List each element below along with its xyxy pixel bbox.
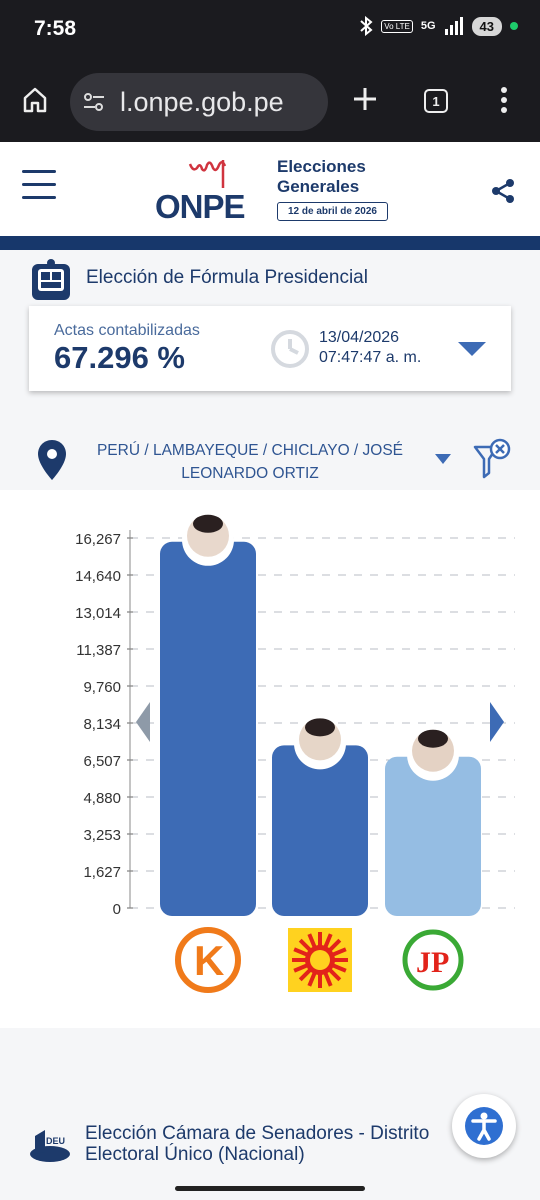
status-icons: Vo LTE 5G 43 <box>359 16 518 36</box>
results-chart: 16,267 14,640 13,014 11,387 9,760 8,134 6,507 4… <box>0 490 540 1028</box>
sun-ray <box>332 947 347 957</box>
home-indicator[interactable] <box>175 1186 365 1191</box>
actas-label: Actas contabilizadas <box>54 322 200 339</box>
sun-ray <box>298 968 312 982</box>
election-date-badge: 12 de abril de 2026 <box>277 202 388 221</box>
y-tick-label: 6,507 <box>83 753 121 770</box>
header-stripe <box>0 236 540 250</box>
status-bar: 7:58 Vo LTE 5G 43 <box>0 0 540 62</box>
senate-badge-label: DEU <box>46 1136 65 1146</box>
y-tick-label: 11,387 <box>76 642 121 659</box>
chart-prev-arrow-icon[interactable] <box>136 702 150 742</box>
y-tick-label: 3,253 <box>83 827 121 844</box>
senate-deu-icon: DEU <box>30 1130 70 1162</box>
sun-ray <box>298 938 312 952</box>
y-tick-label: 13,014 <box>75 605 121 622</box>
y-tick-label: 0 <box>113 901 121 918</box>
url-text: l.onpe.gob.pe <box>120 86 284 117</box>
y-tick-label: 1,627 <box>83 864 121 881</box>
sun-ray <box>323 933 333 948</box>
sun-ray <box>293 963 308 973</box>
y-tick-label: 16,267 <box>75 531 121 548</box>
location-dropdown-icon[interactable] <box>435 454 451 464</box>
party-logo-k-letter: K <box>194 937 224 984</box>
y-tick-label: 8,134 <box>83 716 121 733</box>
volte-icon: Vo LTE <box>381 19 413 33</box>
site-settings-icon[interactable] <box>82 90 106 114</box>
browser-toolbar: l.onpe.gob.pe 1 <box>0 62 540 142</box>
actas-card: Actas contabilizadas 67.296 % 13/04/2026… <box>29 306 511 391</box>
result-bar <box>272 745 368 916</box>
sun-ray <box>293 947 308 957</box>
sun-ray <box>328 968 342 982</box>
result-bar <box>160 541 256 916</box>
party-logo-jp-letters: JP <box>416 946 449 979</box>
sun-ray <box>307 933 317 948</box>
candidate-hair <box>193 514 223 533</box>
logo-title-line2: Generales <box>277 177 360 196</box>
candidate-hair <box>418 729 448 748</box>
actas-time: 07:47:47 a. m. <box>319 349 422 366</box>
sun-ray <box>307 972 317 987</box>
candidate-hair <box>305 718 335 737</box>
location-breadcrumb[interactable]: PERÚ / LAMBAYEQUE / CHICLAYO / JOSÉ LEON… <box>96 442 404 482</box>
bluetooth-icon <box>360 16 373 36</box>
onpe-logo[interactable]: ONPE <box>155 188 246 225</box>
sun-ray <box>323 972 333 987</box>
history-clock-icon <box>271 330 309 368</box>
expand-caret-icon[interactable] <box>458 342 486 356</box>
section-title: Elección de Fórmula Presidencial <box>86 267 368 288</box>
site-header <box>0 142 540 236</box>
privacy-dot-icon <box>510 22 518 30</box>
hamburger-menu-icon[interactable] <box>22 170 56 200</box>
party-logo-k-icon <box>175 927 241 993</box>
y-tick-label: 9,760 <box>83 679 121 696</box>
onpe-logo-mark-icon <box>188 160 227 188</box>
senate-section-title: Elección Cámara de Senadores - Distrito … <box>85 1123 430 1165</box>
logo-title: Elecciones Generales <box>277 157 366 197</box>
clear-filter-icon[interactable] <box>472 437 514 483</box>
actas-value: 67.296 % <box>54 340 185 375</box>
chart-next-arrow-icon[interactable] <box>490 702 504 742</box>
peru-shield-icon <box>32 259 70 300</box>
logo-title-line1: Elecciones <box>277 157 366 176</box>
share-icon[interactable] <box>491 178 515 204</box>
accessibility-icon <box>465 1107 503 1145</box>
party-logo-jp-icon <box>402 929 464 991</box>
next-section <box>0 1028 540 1200</box>
address-bar[interactable]: l.onpe.gob.pe <box>70 73 328 131</box>
y-tick-label: 4,880 <box>83 790 121 807</box>
more-options-icon[interactable] <box>500 86 508 114</box>
network-type: 5G <box>420 20 436 32</box>
results-chart-svg: 16,267 14,640 13,014 11,387 9,760 8,134 6,507 4… <box>75 513 515 993</box>
location-pin-icon <box>38 440 66 480</box>
sun-ray <box>332 963 347 973</box>
new-tab-icon[interactable] <box>352 86 378 112</box>
signal-icon <box>444 17 463 35</box>
actas-timestamp: 13/04/2026 07:47:47 a. m. <box>319 328 421 368</box>
accessibility-button[interactable] <box>452 1094 516 1158</box>
result-bar <box>385 756 481 916</box>
status-time: 7:58 <box>34 17 77 40</box>
tab-switcher-button[interactable]: 1 <box>424 89 448 113</box>
battery-level: 43 <box>471 16 502 36</box>
home-icon[interactable] <box>22 86 48 114</box>
actas-date: 13/04/2026 <box>319 329 400 346</box>
sun-face-inner <box>310 950 330 970</box>
sun-ray <box>328 938 342 952</box>
y-tick-label: 14,640 <box>75 568 121 585</box>
